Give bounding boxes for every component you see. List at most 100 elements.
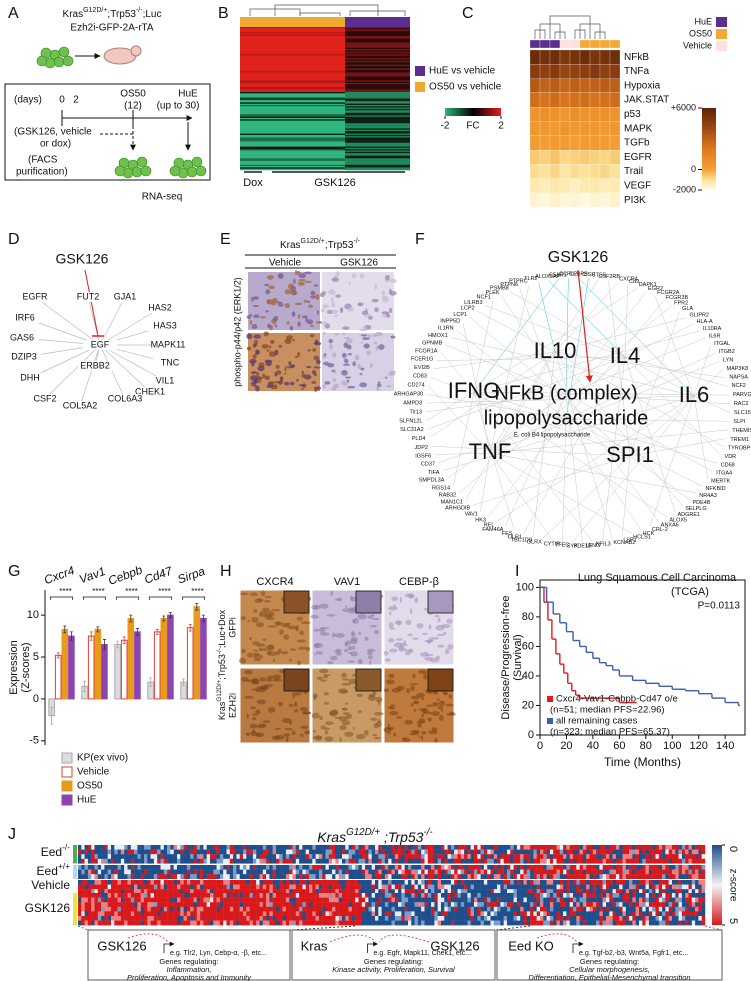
- heatmap-texture: [117, 865, 122, 870]
- micrograph-texture: [271, 384, 277, 390]
- heatmap-texture: [130, 854, 135, 859]
- network-edge: [462, 323, 491, 454]
- heatmap-texture: [474, 858, 478, 864]
- heatmap-texture: [240, 140, 345, 142]
- heatmap-texture: [239, 916, 244, 921]
- heatmap-texture: [625, 920, 630, 926]
- heatmap-texture: [236, 889, 240, 894]
- heatmap-texture: [170, 869, 174, 875]
- heatmap-texture: [530, 845, 534, 850]
- network-edge: [433, 351, 556, 370]
- heatmap-texture: [351, 880, 356, 885]
- colorbar-segment: [702, 128, 716, 131]
- heatmap-texture: [672, 874, 676, 879]
- heatmap-texture: [180, 911, 184, 917]
- heatmap-texture: [81, 865, 85, 870]
- heatmap-texture: [411, 920, 415, 926]
- heatmap-texture: [546, 911, 551, 917]
- heatmap-texture: [388, 874, 392, 879]
- micrograph-texture: [440, 708, 444, 712]
- heatmap-texture: [345, 865, 349, 870]
- heatmap-texture: [497, 845, 501, 850]
- heatmap-texture: [312, 889, 316, 894]
- heatmap-texture: [84, 858, 89, 864]
- heatmap-texture: [163, 920, 168, 926]
- heatmap-texture: [177, 902, 181, 907]
- heatmap-texture: [655, 920, 659, 926]
- heatmap-texture: [695, 897, 699, 903]
- heatmap-texture: [675, 858, 679, 864]
- heatmap-texture: [388, 845, 392, 850]
- heatmap-texture: [437, 911, 442, 917]
- heatmap-texture: [612, 902, 617, 907]
- heatmap-texture: [240, 144, 345, 146]
- heatmap-texture: [431, 865, 435, 870]
- heatmap-texture: [137, 889, 141, 894]
- heatmap-texture: [117, 845, 122, 850]
- heatmap-texture: [685, 845, 689, 850]
- heatmap-texture: [454, 902, 458, 907]
- heatmap-texture: [144, 916, 148, 921]
- micrograph-texture: [275, 364, 280, 369]
- colorbar-segment: [702, 108, 716, 111]
- micrograph-texture: [344, 702, 349, 705]
- category-label: Cebpb: [106, 562, 144, 587]
- micrograph-texture: [312, 348, 317, 352]
- micrograph-texture: [383, 688, 390, 693]
- heatmap-texture: [345, 102, 410, 104]
- heatmap-texture: [351, 897, 356, 903]
- heatmap-texture: [345, 75, 410, 77]
- heatmap-texture: [87, 865, 92, 870]
- heatmap-texture: [272, 874, 277, 879]
- node-bg: [83, 340, 117, 350]
- heatmap-texture: [335, 869, 339, 875]
- heatmap-texture: [325, 897, 329, 903]
- heatmap-texture: [180, 893, 184, 898]
- heatmap-texture: [318, 911, 323, 917]
- heatmap-texture: [318, 858, 323, 864]
- heatmap-texture: [276, 911, 280, 917]
- heatmap-texture: [137, 897, 141, 903]
- panel-letter: B: [218, 5, 229, 22]
- heatmap-texture: [556, 902, 560, 907]
- heatmap-texture: [530, 858, 534, 864]
- heatmap-texture: [493, 854, 498, 859]
- heatmap-texture: [351, 889, 356, 894]
- heatmap-texture: [632, 906, 636, 912]
- heatmap-texture: [84, 902, 89, 907]
- heatmap-texture: [388, 911, 392, 917]
- heatmap-cell: [579, 107, 591, 122]
- heatmap-texture: [576, 865, 580, 870]
- heatmap-texture: [398, 865, 402, 870]
- heatmap-texture: [586, 902, 590, 907]
- heatmap-texture: [322, 880, 326, 885]
- heatmap-texture: [345, 115, 410, 117]
- micrograph-texture: [404, 651, 411, 656]
- heatmap-texture: [408, 897, 412, 903]
- heatmap-texture: [266, 897, 270, 903]
- heatmap-texture: [213, 845, 217, 850]
- heatmap-texture: [186, 884, 191, 890]
- heatmap-texture: [84, 897, 89, 903]
- micrograph-texture: [360, 334, 368, 337]
- heatmap-texture: [483, 858, 488, 864]
- heatmap-texture: [302, 897, 306, 903]
- heatmap-texture: [543, 897, 547, 903]
- heatmap-texture: [240, 151, 345, 154]
- heatmap-texture: [645, 906, 650, 912]
- heatmap-texture: [457, 858, 461, 864]
- micrograph-texture: [251, 713, 258, 716]
- heatmap-texture: [335, 880, 339, 885]
- error-bar: [182, 678, 186, 686]
- heatmap-texture: [513, 920, 518, 926]
- heatmap-texture: [124, 854, 128, 859]
- heatmap-texture: [91, 880, 95, 885]
- heatmap-texture: [622, 897, 626, 903]
- network-edge: [602, 356, 626, 541]
- heatmap-texture: [124, 849, 128, 855]
- heatmap-texture: [573, 889, 577, 894]
- colorbar-segment: [702, 122, 716, 125]
- heatmap-texture: [592, 884, 597, 890]
- micrograph-texture: [315, 293, 320, 300]
- heatmap-texture: [612, 880, 617, 885]
